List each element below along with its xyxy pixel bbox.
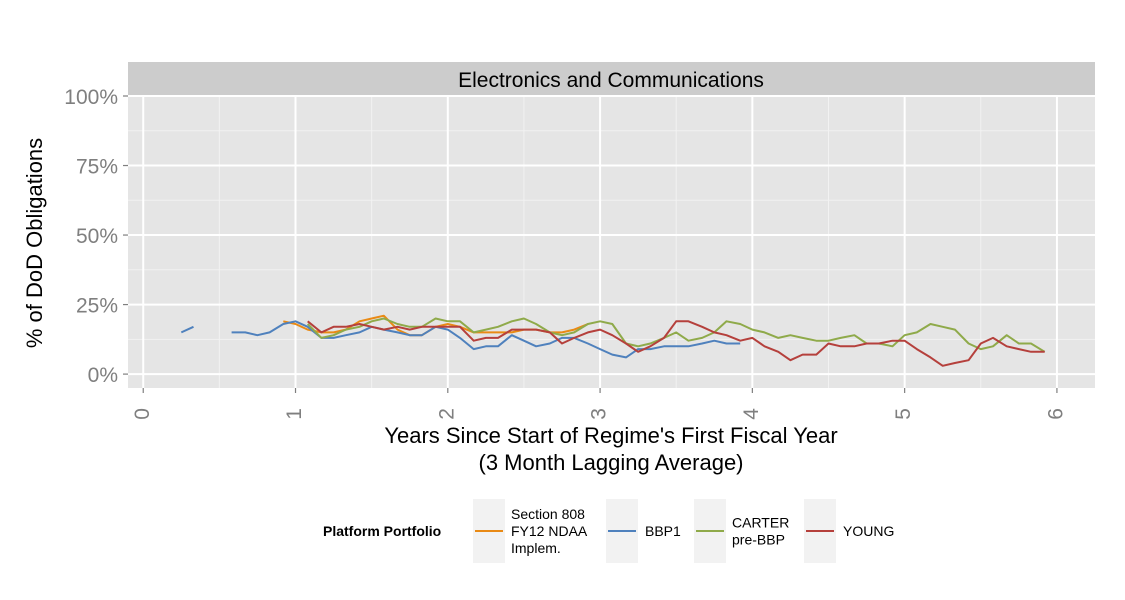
y-tick-label: 25% [76, 295, 118, 318]
legend-label-0: Implem. [511, 540, 561, 556]
x-tick-label: 3 [588, 408, 611, 420]
x-tick-label: 4 [740, 408, 763, 420]
x-tick-label: 0 [131, 408, 154, 420]
legend-label-2: CARTER [732, 515, 789, 531]
legend-label-1: BBP1 [645, 523, 681, 539]
grid-lines [128, 95, 1095, 388]
x-tick-label: 5 [892, 408, 915, 420]
y-tick-label: 100% [64, 86, 118, 109]
y-tick-label: 75% [76, 156, 118, 179]
legend-label-0: FY12 NDAA [511, 523, 588, 539]
series-line-2-0 [306, 317, 1046, 353]
x-tick-label: 1 [283, 408, 306, 420]
y-tick-label: 50% [76, 225, 118, 248]
legend-label-0: Section 808 [511, 506, 585, 522]
series-line-3-0 [307, 320, 1045, 367]
plot-panel [128, 96, 1095, 388]
x-tick-label: 6 [1044, 408, 1067, 420]
legend-title: Platform Portfolio [323, 523, 441, 539]
x-axis: 0 1 2 3 4 5 6 [131, 388, 1067, 420]
x-axis-title: Years Since Start of Regime's First Fisc… [384, 423, 837, 448]
legend-label-2: pre-BBP [732, 532, 785, 548]
y-axis-title: % of DoD Obligations [22, 138, 47, 348]
x-axis-subtitle: (3 Month Lagging Average) [479, 450, 744, 475]
x-tick-label: 2 [435, 408, 458, 420]
legend-label-3: YOUNG [843, 523, 894, 539]
series-lines [180, 314, 1046, 367]
y-tick-label: 0% [88, 364, 118, 387]
series-line-1-0 [180, 325, 194, 334]
y-axis: 0% 25% 50% 75% 100% [64, 86, 128, 387]
facet-strip [128, 62, 1095, 96]
facet-title: Electronics and Communications [458, 69, 764, 92]
